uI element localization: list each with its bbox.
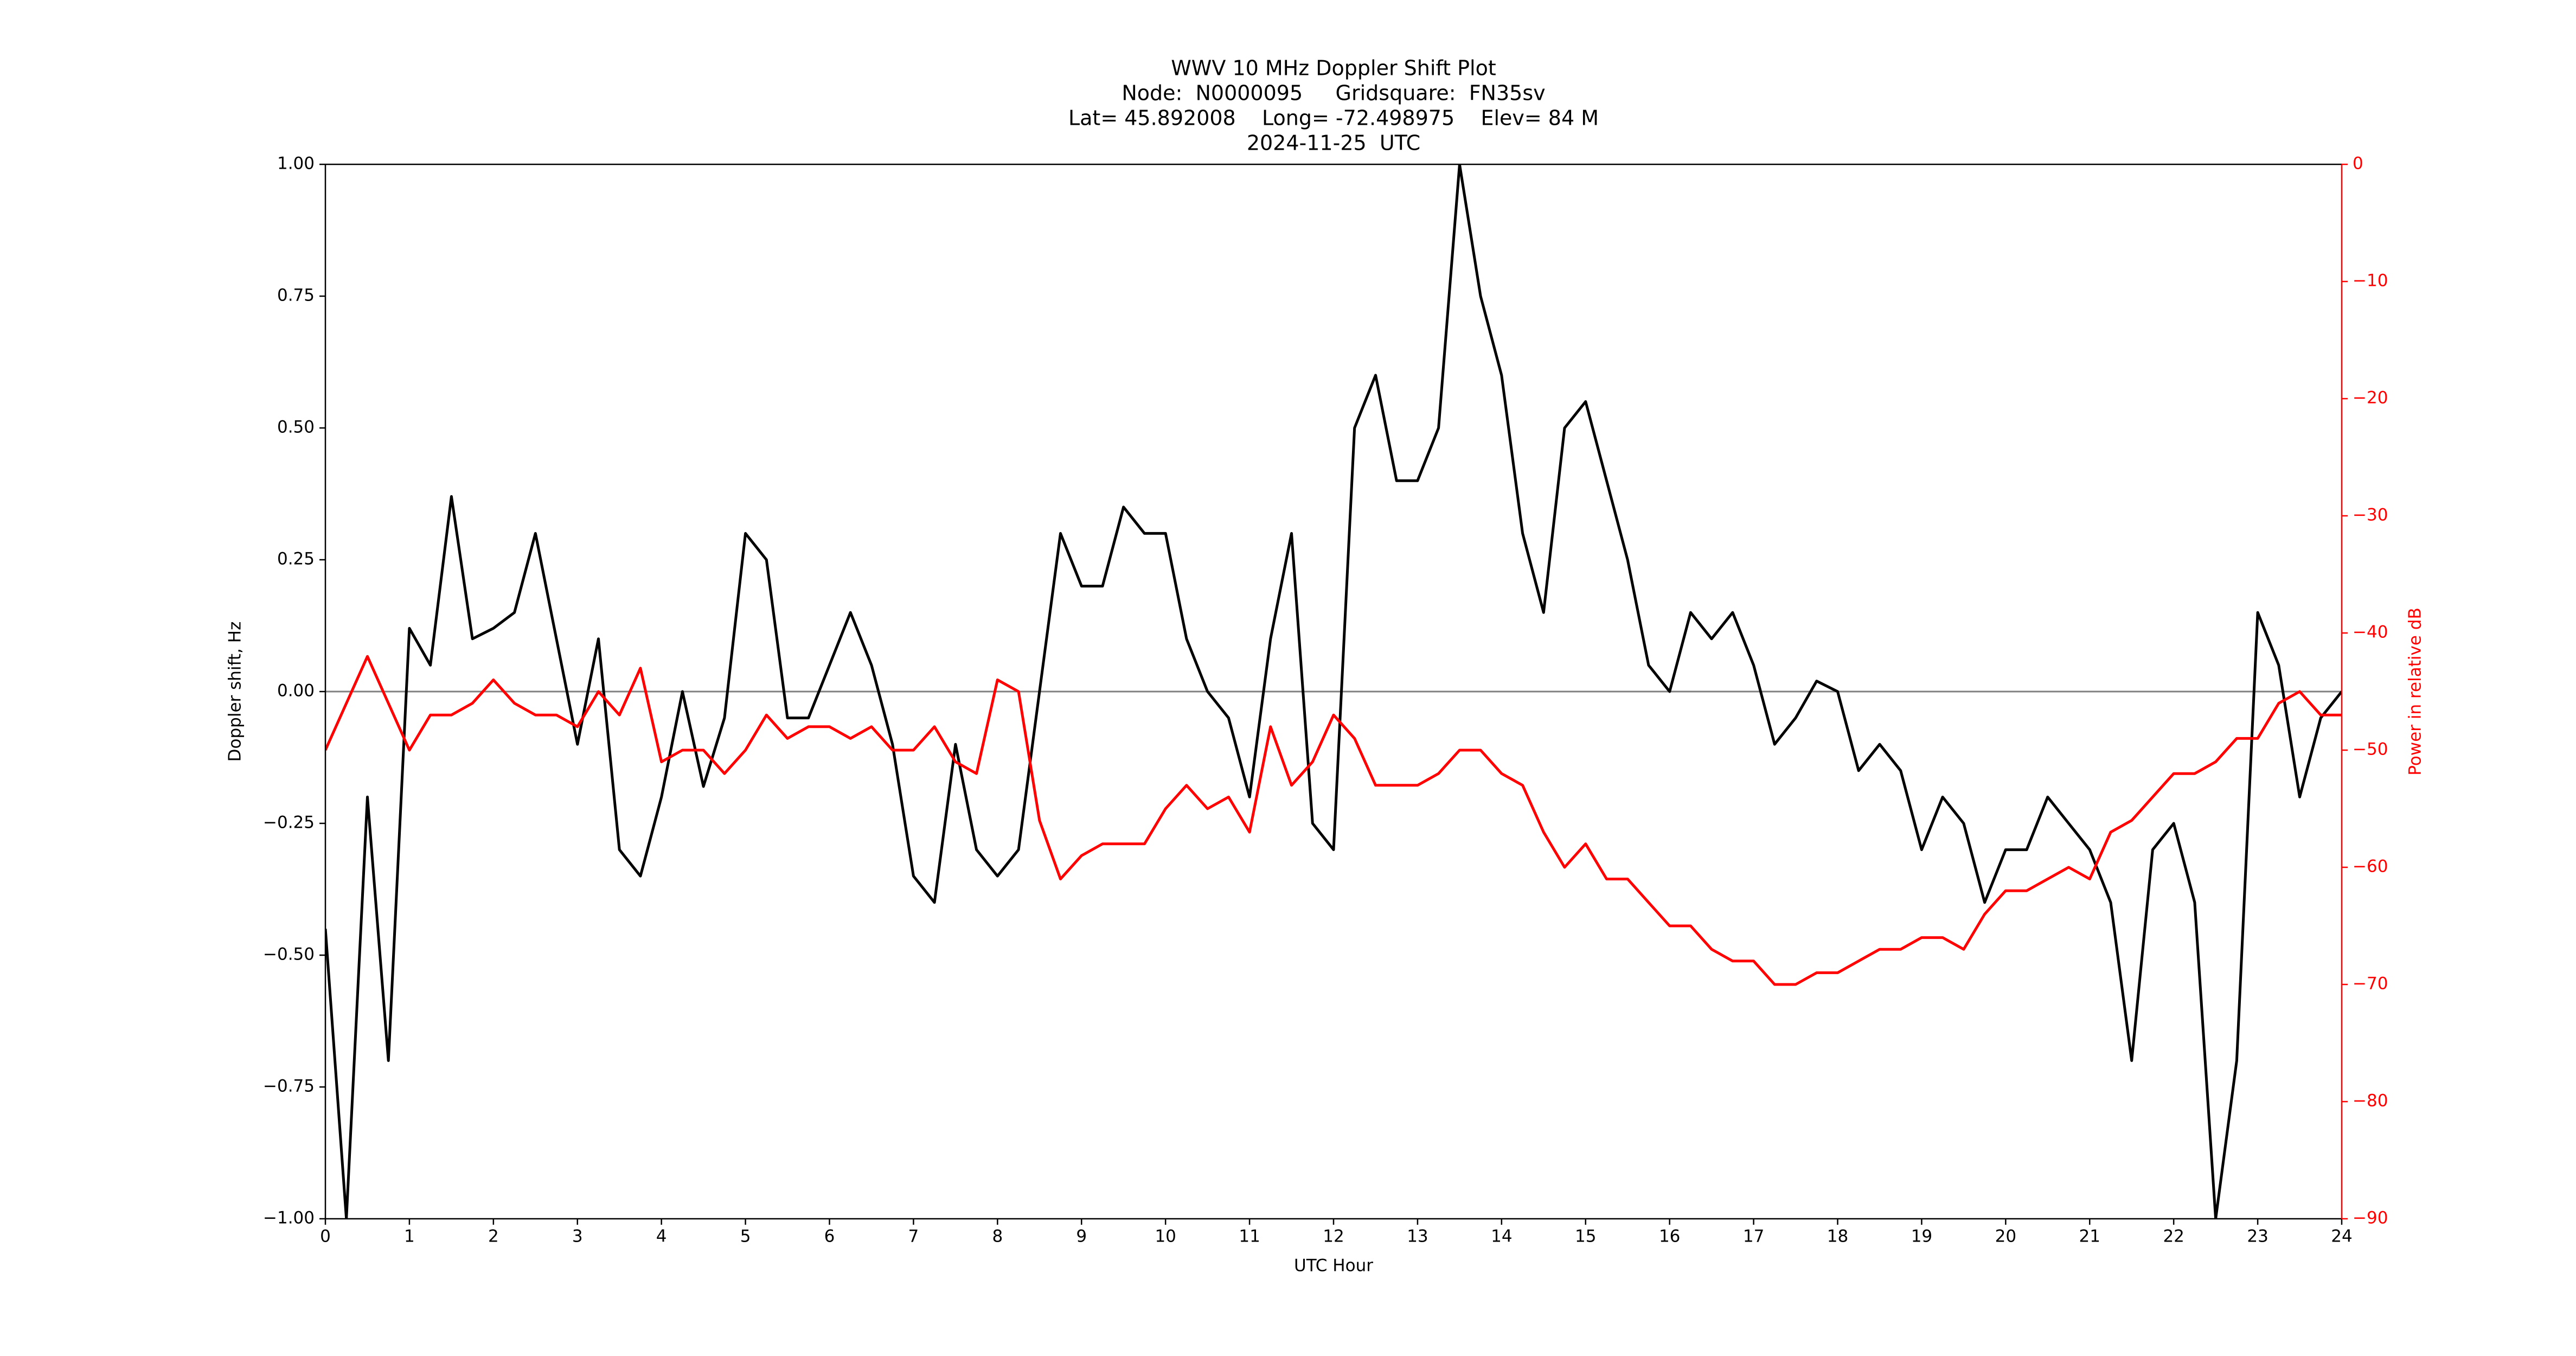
- x-tick-label: 8: [992, 1227, 1003, 1246]
- y2-axis-label: Power in relative dB: [2406, 607, 2425, 775]
- x-axis-label: UTC Hour: [1294, 1256, 1373, 1276]
- chart-subtitle: Lat= 45.892008 Long= -72.498975 Elev= 84…: [1068, 106, 1599, 130]
- y-tick-label: −0.25: [263, 813, 315, 833]
- y2-tick-label: −50: [2353, 740, 2388, 759]
- y2-tick-label: −10: [2353, 271, 2388, 291]
- x-tick-label: 10: [1155, 1227, 1176, 1246]
- x-tick-label: 7: [908, 1227, 919, 1246]
- y-tick-label: 0.00: [277, 681, 315, 701]
- x-tick-label: 18: [1827, 1227, 1848, 1246]
- y-axis-label: Doppler shift, Hz: [226, 622, 245, 762]
- y-tick-label: 0.50: [277, 418, 315, 437]
- chart-subtitle: 2024-11-25 UTC: [1247, 131, 1420, 155]
- y2-tick-label: −40: [2353, 623, 2388, 642]
- y2-tick-label: −70: [2353, 974, 2388, 994]
- data-line: [325, 164, 2342, 1219]
- x-tick-label: 0: [320, 1227, 331, 1246]
- y2-tick-label: 0: [2353, 154, 2363, 174]
- y-tick-label: 0.25: [277, 549, 315, 569]
- x-tick-label: 24: [2331, 1227, 2352, 1246]
- x-tick-label: 17: [1743, 1227, 1764, 1246]
- x-tick-label: 3: [572, 1227, 583, 1246]
- y-tick-label: 1.00: [277, 154, 315, 174]
- x-tick-label: 15: [1575, 1227, 1596, 1246]
- y-tick-label: −0.75: [263, 1077, 315, 1096]
- y2-tick-label: −20: [2353, 388, 2388, 408]
- x-tick-label: 14: [1491, 1227, 1512, 1246]
- x-tick-label: 22: [2163, 1227, 2184, 1246]
- x-tick-label: 16: [1659, 1227, 1680, 1246]
- x-tick-label: 1: [404, 1227, 415, 1246]
- y2-tick-label: −80: [2353, 1091, 2388, 1111]
- x-tick-label: 23: [2247, 1227, 2268, 1246]
- y-tick-label: −0.50: [263, 945, 315, 964]
- x-tick-label: 11: [1239, 1227, 1260, 1246]
- x-tick-label: 9: [1076, 1227, 1087, 1246]
- x-tick-label: 4: [656, 1227, 667, 1246]
- y2-tick-label: −30: [2353, 506, 2388, 525]
- x-tick-label: 19: [1911, 1227, 1932, 1246]
- y-tick-label: −1.00: [263, 1208, 315, 1228]
- x-tick-label: 13: [1407, 1227, 1428, 1246]
- x-tick-label: 20: [1995, 1227, 2016, 1246]
- x-tick-label: 5: [740, 1227, 751, 1246]
- chart-subtitle: Node: N0000095 Gridsquare: FN35sv: [1122, 81, 1545, 105]
- x-tick-label: 6: [824, 1227, 835, 1246]
- y-tick-label: 0.75: [277, 286, 315, 305]
- chart-title: WWV 10 MHz Doppler Shift Plot: [1171, 56, 1496, 80]
- data-line: [325, 655, 2342, 986]
- y2-tick-label: −60: [2353, 857, 2388, 877]
- x-tick-label: 12: [1323, 1227, 1344, 1246]
- x-tick-label: 2: [488, 1227, 499, 1246]
- y2-tick-label: −90: [2353, 1208, 2388, 1228]
- x-tick-label: 21: [2079, 1227, 2100, 1246]
